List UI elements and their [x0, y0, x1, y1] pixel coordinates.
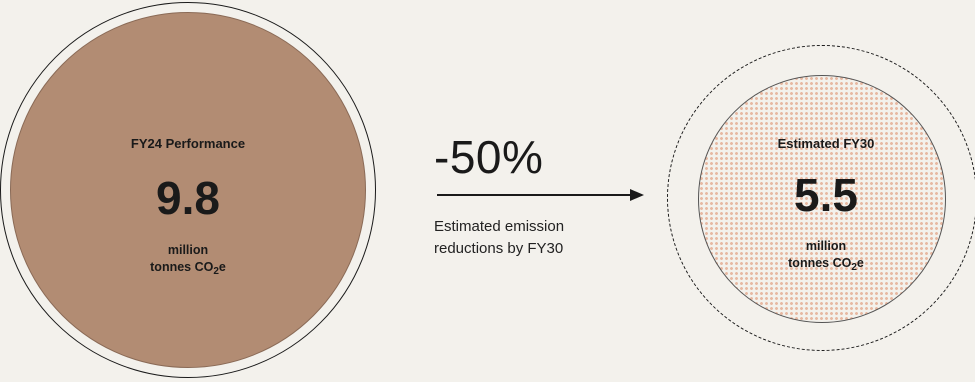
fy30-circle — [698, 75, 946, 323]
caption-line1: Estimated emission — [434, 218, 565, 235]
fy30-label: Estimated FY30 — [777, 136, 875, 151]
fy24-circle — [10, 12, 366, 368]
fy30-unit: million tonnes CO2e — [766, 238, 886, 274]
arrow-line — [437, 194, 637, 196]
arrow-right-icon — [630, 189, 644, 201]
caption-line2: reductions by FY30 — [434, 239, 564, 257]
fy24-outer-ring — [0, 2, 376, 378]
fy24-unit-line1: million — [167, 243, 209, 257]
fy30-unit-line2: tonnes CO2e — [788, 255, 864, 273]
fy24-label: FY24 Performance — [130, 136, 246, 151]
reduction-percent: -50% — [434, 131, 544, 183]
reduction-caption: Estimated emission reductions by FY30 — [434, 216, 564, 260]
fy30-unit-line1: million — [805, 239, 847, 253]
fy24-value: 9.8 — [156, 172, 220, 224]
fy24-unit-line2: tonnes CO2e — [150, 259, 226, 277]
fy30-value: 5.5 — [794, 169, 858, 221]
fy30-outer-ring — [667, 45, 975, 351]
fy24-unit: million tonnes CO2e — [128, 242, 248, 278]
